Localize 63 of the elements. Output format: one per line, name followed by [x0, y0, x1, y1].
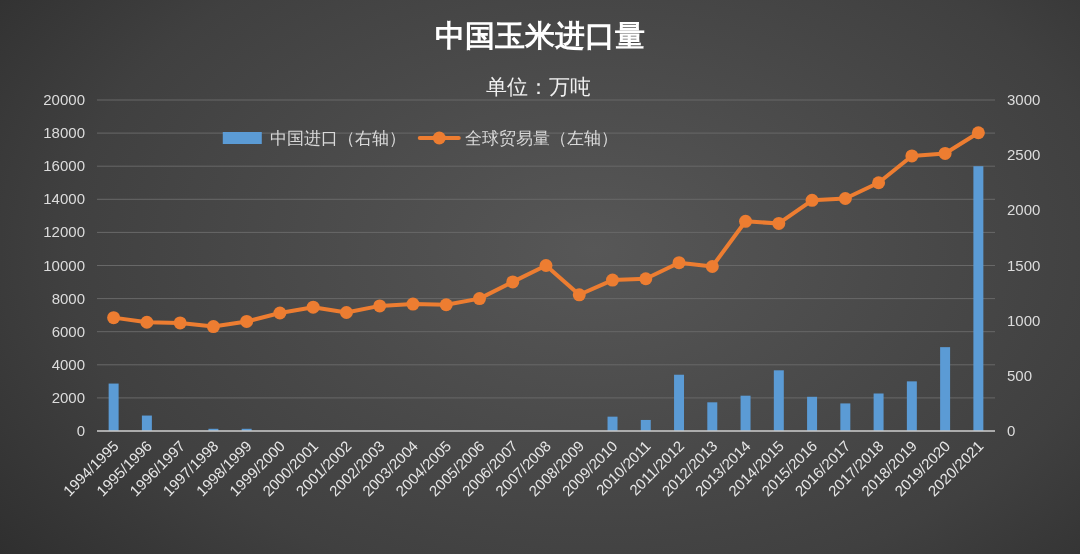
y-tick-label: 12000	[43, 223, 85, 241]
y-tick-label: 0	[76, 422, 85, 439]
y2-tick-label: 1500	[1007, 256, 1041, 274]
point	[539, 259, 553, 272]
legend-label: 全球贸易量（左轴）	[464, 129, 618, 148]
point	[373, 299, 387, 313]
bar	[707, 402, 718, 431]
y2-tick-label: 3000	[1007, 91, 1041, 108]
chart-title: 中国玉米进口量	[435, 19, 645, 52]
y-tick-label: 2000	[51, 388, 85, 406]
point	[472, 292, 486, 306]
y-tick-label: 8000	[51, 289, 85, 307]
point	[606, 273, 620, 287]
y-tick-label: 16000	[43, 157, 85, 175]
point	[240, 314, 254, 328]
point	[805, 193, 819, 207]
point	[705, 259, 719, 273]
point	[273, 306, 287, 320]
bar	[873, 393, 884, 431]
point	[439, 298, 453, 312]
bar	[973, 166, 984, 431]
y2-tick-label: 2000	[1007, 201, 1041, 219]
point	[739, 214, 753, 228]
y-tick-label: 14000	[43, 190, 85, 208]
point	[938, 146, 952, 160]
y2-tick-label: 0	[1007, 422, 1016, 439]
point	[639, 272, 653, 286]
y-tick-label: 10000	[43, 256, 85, 274]
bar	[674, 374, 685, 431]
y-tick-label: 20000	[43, 91, 85, 108]
y2-tick-label: 500	[1007, 366, 1033, 384]
point	[173, 316, 187, 330]
bar	[108, 383, 119, 431]
bar	[640, 419, 651, 431]
bar	[141, 415, 152, 431]
bar	[807, 396, 818, 431]
point	[406, 297, 420, 311]
point	[872, 176, 886, 190]
y-tick-label: 4000	[51, 355, 85, 373]
bar	[940, 347, 951, 431]
bar	[607, 416, 618, 431]
legend-label: 中国进口（右轴）	[269, 129, 406, 148]
point	[905, 149, 919, 163]
y2-tick-label: 1000	[1007, 311, 1041, 329]
chart-subtitle: 单位：万吨	[485, 75, 591, 98]
bar	[773, 370, 784, 431]
point	[107, 311, 121, 325]
bar	[906, 381, 917, 431]
bar	[840, 403, 851, 431]
point	[306, 300, 320, 314]
y-tick-label: 18000	[43, 124, 85, 142]
point	[772, 216, 786, 230]
y2-tick-label: 2500	[1007, 146, 1041, 164]
point	[140, 315, 154, 329]
point	[339, 306, 353, 319]
point	[838, 191, 852, 205]
y-tick-label: 6000	[51, 322, 85, 340]
point	[506, 275, 520, 289]
bar	[740, 395, 751, 431]
point	[206, 320, 220, 334]
point	[572, 288, 586, 302]
point	[672, 256, 686, 270]
point	[971, 126, 985, 140]
